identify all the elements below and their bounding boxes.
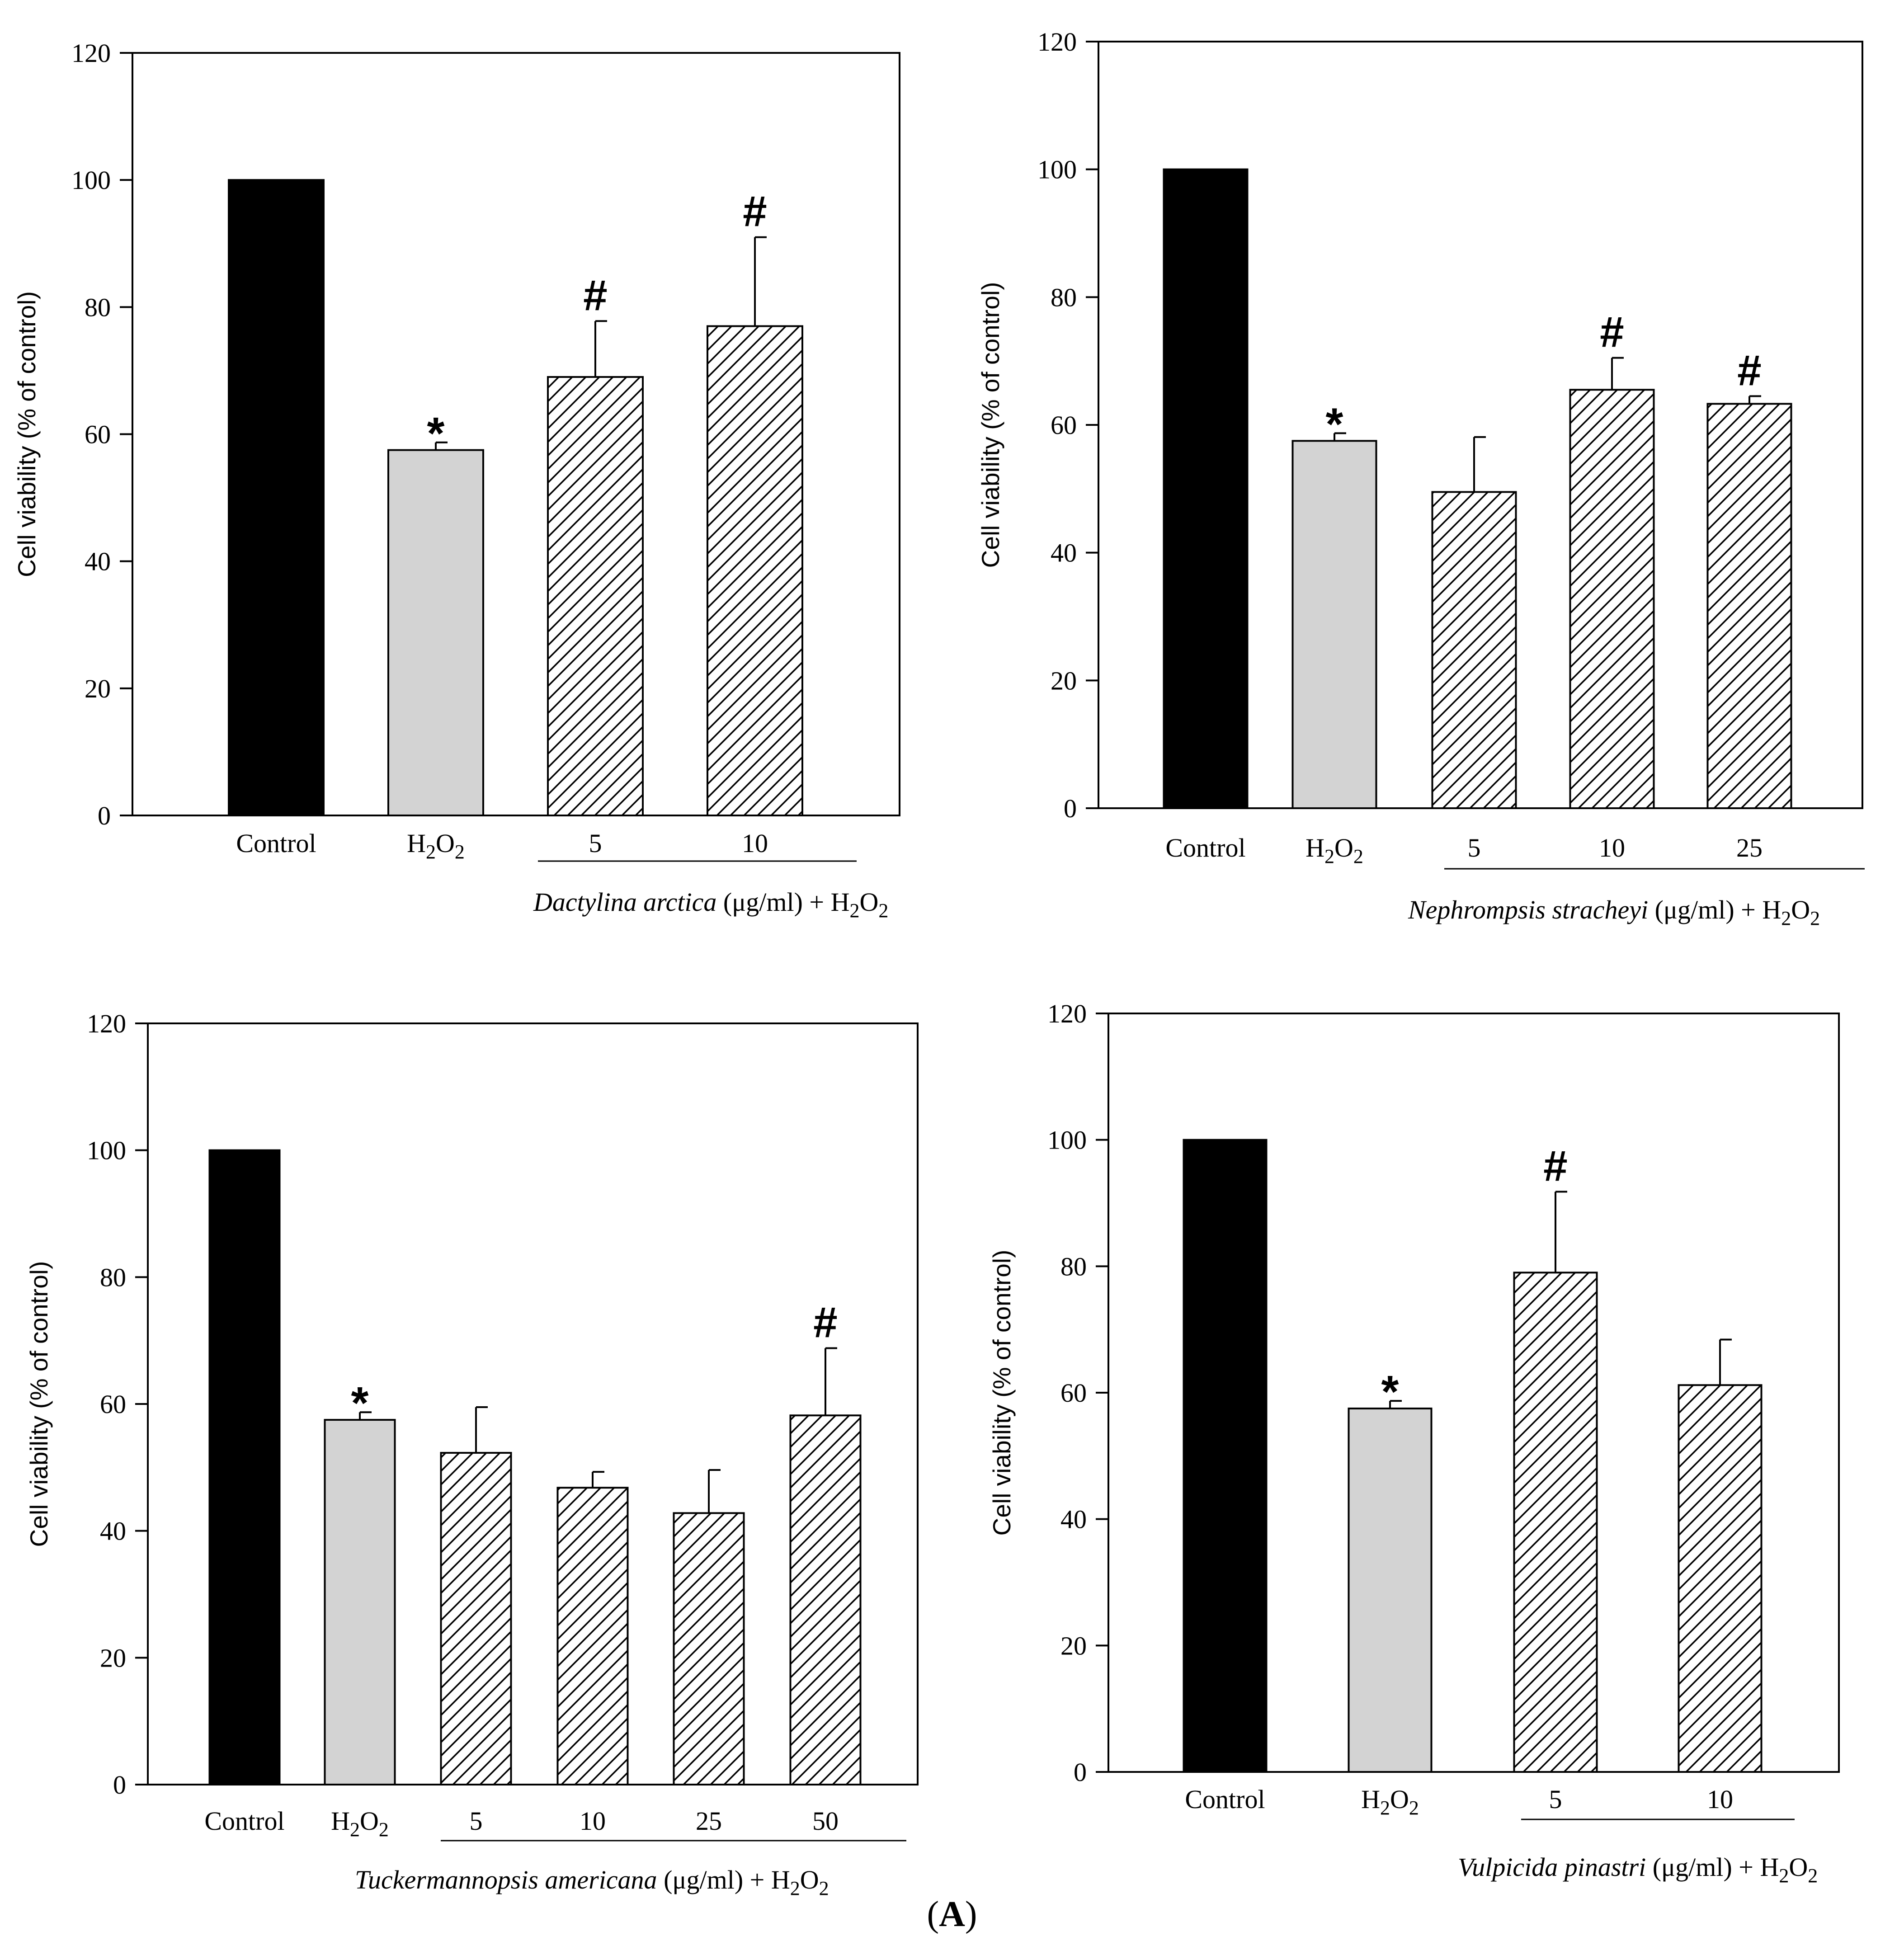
y-tick-label: 40: [1060, 1505, 1087, 1534]
chart-panel-4: 0 20 40 60 80 100 120 Cell viability (% of cont…: [988, 999, 1840, 1887]
category-label: H2O2: [1305, 833, 1363, 867]
hash-marker: #: [813, 1299, 837, 1347]
y-tick-label: 20: [1060, 1631, 1087, 1660]
category-label: H2O2: [1361, 1785, 1419, 1819]
category-label: 5: [470, 1806, 483, 1836]
y-tick-label: 0: [1064, 794, 1077, 823]
y-axis-label: Cell viability (% of control): [988, 1250, 1016, 1536]
category-label: Control: [1165, 833, 1245, 862]
y-tick-label: 120: [1037, 27, 1077, 57]
bar-4: [707, 325, 803, 817]
y-tick-label: 40: [85, 547, 111, 576]
category-label: 5: [589, 829, 602, 858]
category-label: 10: [1707, 1785, 1733, 1814]
x-axis-caption: Tuckermannopsis americana (μg/ml) + H2O2: [355, 1865, 829, 1899]
category-label: 10: [580, 1806, 606, 1836]
chart-panel-1: 0 20 40 60 80 100 120 Cell viability (% of cont…: [13, 38, 900, 922]
bar-2: [1348, 1407, 1433, 1773]
y-tick-label: 80: [85, 292, 111, 322]
y-tick-label: 80: [1060, 1252, 1087, 1281]
y-tick-label: 100: [1037, 155, 1077, 184]
bar-1: [1183, 1139, 1268, 1773]
bar-5: [1706, 403, 1792, 809]
asterisk-marker: *: [351, 1378, 369, 1428]
y-tick-label: 60: [85, 420, 111, 449]
category-label: 10: [1599, 833, 1625, 862]
category-label: 10: [742, 829, 768, 858]
y-tick-label: 0: [1074, 1757, 1087, 1787]
category-label: Control: [236, 829, 316, 858]
y-tick-label: 60: [1051, 410, 1077, 440]
y-tick-label: 100: [87, 1136, 126, 1165]
category-label: 25: [696, 1806, 722, 1836]
bar-2: [387, 449, 484, 816]
y-tick-label: 120: [71, 38, 111, 68]
y-tick-label: 0: [113, 1770, 126, 1800]
hash-marker: #: [1543, 1142, 1567, 1190]
bar-6: [789, 1414, 862, 1785]
x-axis-caption: Nephrompsis stracheyi (μg/ml) + H2O2: [1408, 895, 1820, 929]
hash-marker: #: [1737, 346, 1761, 395]
chart-panel-3: 0 20 40 60 80 100 120 Cell viability (% of cont…: [25, 1009, 919, 1899]
y-tick-label: 40: [100, 1517, 126, 1546]
chart-panel-2: 0 20 40 60 80 100 120 Cell viability (% of cont…: [976, 27, 1865, 929]
y-axis-label: Cell viability (% of control): [25, 1261, 53, 1547]
bar-1: [208, 1149, 281, 1786]
bar-3: [1431, 491, 1517, 809]
bar-5: [673, 1512, 745, 1785]
category-label: H2O2: [407, 829, 465, 863]
y-axis-label: Cell viability (% of control): [13, 291, 41, 577]
hash-marker: #: [583, 271, 607, 320]
category-label: 5: [1468, 833, 1481, 862]
y-tick-label: 20: [85, 674, 111, 703]
x-axis-caption: Dactylina arctica (μg/ml) + H2O2: [533, 887, 888, 922]
y-tick-label: 120: [1047, 999, 1087, 1028]
category-label: 50: [812, 1806, 839, 1836]
y-tick-label: 60: [1060, 1378, 1087, 1408]
bar-4: [1569, 389, 1655, 809]
bar-3: [547, 376, 644, 816]
y-tick-label: 20: [100, 1643, 126, 1672]
y-tick-label: 20: [1051, 666, 1077, 695]
bar-4: [556, 1487, 629, 1785]
bar-4: [1678, 1384, 1763, 1773]
y-tick-label: 100: [71, 165, 111, 195]
bar-1: [1163, 168, 1249, 810]
hash-marker: #: [743, 188, 767, 236]
bar-2: [324, 1419, 396, 1785]
category-label: H2O2: [331, 1806, 389, 1841]
bar-1: [228, 179, 325, 817]
category-label: 5: [1549, 1785, 1562, 1814]
bar-3: [440, 1452, 512, 1785]
hash-marker: #: [1600, 308, 1624, 357]
asterisk-marker: *: [1381, 1366, 1399, 1417]
y-tick-label: 80: [100, 1263, 126, 1292]
bar-3: [1513, 1272, 1598, 1773]
y-axis-label: Cell viability (% of control): [976, 282, 1004, 568]
category-label: Control: [204, 1806, 284, 1836]
category-label: Control: [1185, 1785, 1265, 1814]
y-tick-label: 40: [1051, 538, 1077, 568]
y-tick-label: 60: [100, 1390, 126, 1419]
asterisk-marker: *: [1326, 399, 1343, 449]
y-tick-label: 100: [1047, 1126, 1087, 1155]
bar-2: [1291, 440, 1377, 809]
y-tick-label: 0: [98, 801, 111, 830]
x-axis-caption: Vulpicida pinastri (μg/ml) + H2O2: [1458, 1852, 1818, 1887]
category-label: 25: [1736, 833, 1763, 862]
panel-label: (A): [927, 1894, 977, 1934]
asterisk-marker: *: [427, 408, 445, 459]
y-tick-label: 120: [87, 1009, 126, 1038]
y-tick-label: 80: [1051, 283, 1077, 312]
